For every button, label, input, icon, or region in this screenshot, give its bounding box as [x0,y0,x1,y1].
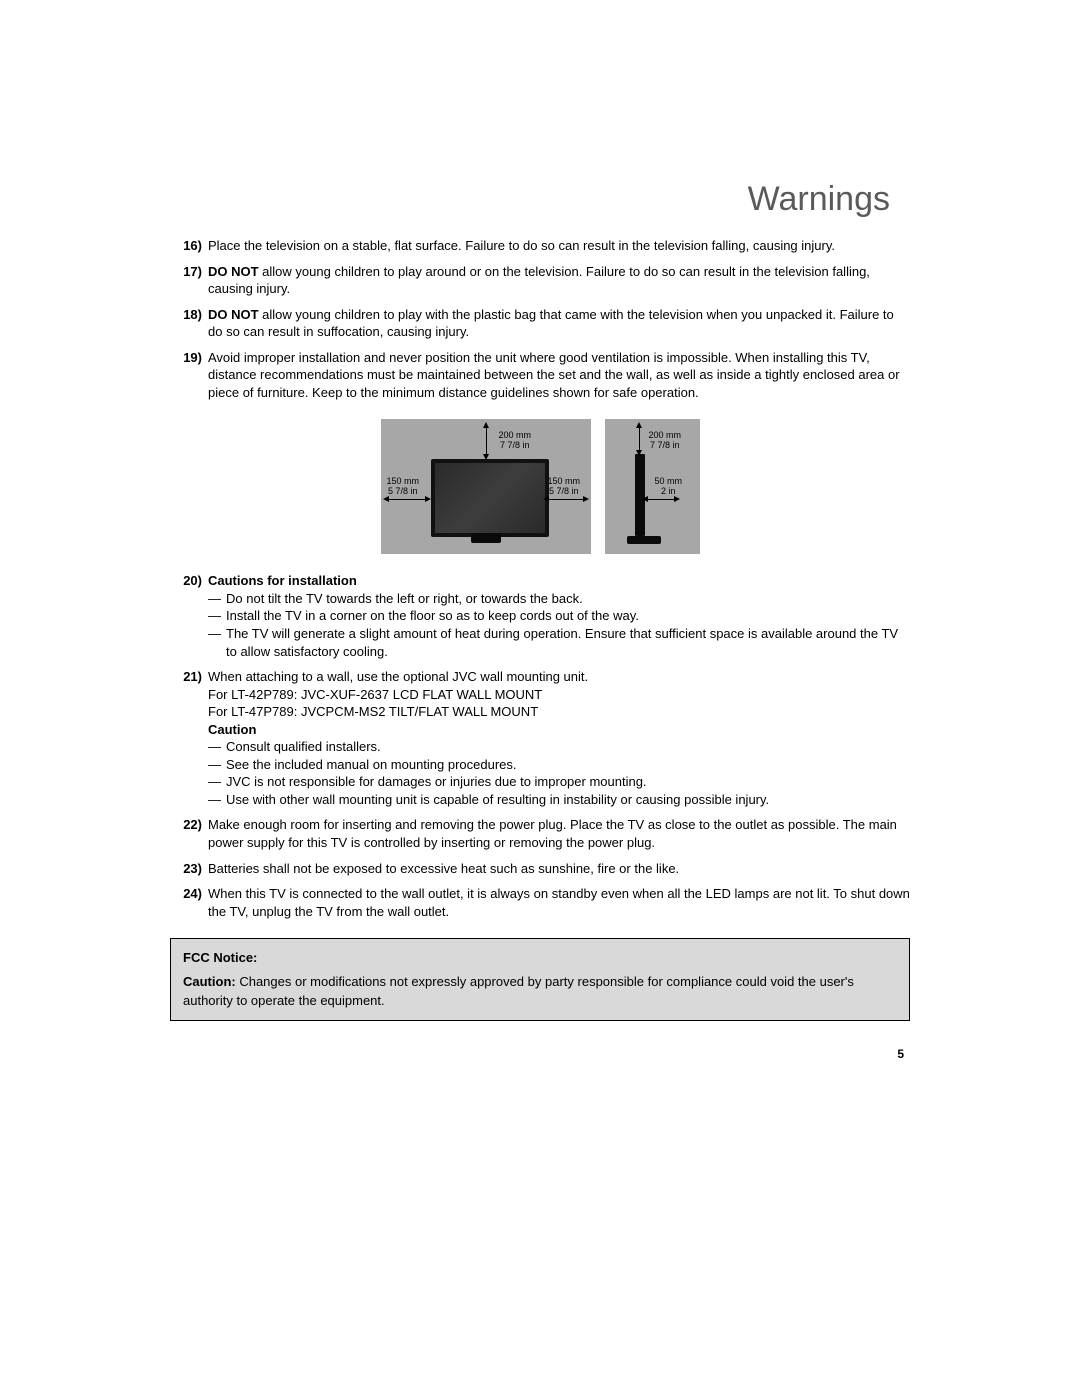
dash-icon: — [208,773,226,791]
dim-in: 5 7/8 in [549,486,579,496]
warning-item-19: 19) Avoid improper installation and neve… [170,349,910,402]
arrow-icon [388,499,426,500]
bullet-text: Install the TV in a corner on the floor … [226,607,910,625]
bullet: —The TV will generate a slight amount of… [208,625,910,660]
tv-stand-icon [471,533,501,543]
page-number: 5 [170,1047,910,1061]
item-body: Cautions for installation —Do not tilt t… [208,572,910,660]
bullet: —Use with other wall mounting unit is ca… [208,791,910,809]
dim-in: 7 7/8 in [500,440,530,450]
warning-item-23: 23) Batteries shall not be exposed to ex… [170,860,910,878]
item-number: 18) [170,306,208,341]
item-body: Avoid improper installation and never po… [208,349,910,402]
bullet-text: JVC is not responsible for damages or in… [226,773,910,791]
item-number: 20) [170,572,208,660]
dim-label: 50 mm 2 in [655,477,683,497]
dim-mm: 200 mm [499,430,532,440]
dim-mm: 150 mm [548,476,581,486]
item-body: Batteries shall not be exposed to excess… [208,860,910,878]
clearance-diagram: 200 mm 7 7/8 in 150 mm 5 7/8 in 150 mm 5… [170,419,910,554]
dash-icon: — [208,791,226,809]
item-line: For LT-42P789: JVC-XUF-2637 LCD FLAT WAL… [208,686,910,704]
bullet: —Install the TV in a corner on the floor… [208,607,910,625]
cautions-heading: Cautions for installation [208,572,910,590]
item-number: 16) [170,237,208,255]
item-number: 19) [170,349,208,402]
item-number: 23) [170,860,208,878]
dim-mm: 150 mm [387,476,420,486]
item-body: When attaching to a wall, use the option… [208,668,910,808]
bullet: —Consult qualified installers. [208,738,910,756]
caution-subhead: Caution [208,721,910,739]
dim-in: 5 7/8 in [388,486,418,496]
dim-label: 150 mm 5 7/8 in [548,477,581,497]
dim-label: 200 mm 7 7/8 in [649,431,682,451]
dash-icon: — [208,738,226,756]
do-not-lead: DO NOT [208,307,259,322]
fcc-notice-box: FCC Notice: Caution: Changes or modifica… [170,938,910,1021]
item-text: allow young children to play with the pl… [208,307,894,340]
bullet-text: Use with other wall mounting unit is cap… [226,791,910,809]
warning-item-21: 21) When attaching to a wall, use the op… [170,668,910,808]
tv-screen-icon [431,459,549,537]
item-line: For LT-47P789: JVCPCM-MS2 TILT/FLAT WALL… [208,703,910,721]
bullet: —JVC is not responsible for damages or i… [208,773,910,791]
item-number: 17) [170,263,208,298]
item-number: 21) [170,668,208,808]
bullet: —See the included manual on mounting pro… [208,756,910,774]
dash-icon: — [208,590,226,608]
do-not-lead: DO NOT [208,264,259,279]
item-line: When attaching to a wall, use the option… [208,668,910,686]
dim-label: 200 mm 7 7/8 in [499,431,532,451]
item-body: DO NOT allow young children to play arou… [208,263,910,298]
page: Warnings 16) Place the television on a s… [170,0,910,1061]
item-body: When this TV is connected to the wall ou… [208,885,910,920]
fcc-text: Changes or modifications not expressly a… [183,974,854,1007]
tv-front-view: 200 mm 7 7/8 in 150 mm 5 7/8 in 150 mm 5… [381,419,591,554]
page-title: Warnings [170,180,910,219]
item-body: Make enough room for inserting and remov… [208,816,910,851]
warning-item-24: 24) When this TV is connected to the wal… [170,885,910,920]
dash-icon: — [208,756,226,774]
fcc-body: Caution: Changes or modifications not ex… [183,973,897,1009]
dim-mm: 200 mm [649,430,682,440]
item-text: allow young children to play around or o… [208,264,870,297]
arrow-icon [486,427,487,455]
bullet-text: See the included manual on mounting proc… [226,756,910,774]
item-body: DO NOT allow young children to play with… [208,306,910,341]
warning-item-22: 22) Make enough room for inserting and r… [170,816,910,851]
caution-label: Caution: [183,974,236,989]
bullet: —Do not tilt the TV towards the left or … [208,590,910,608]
tv-base-icon [627,536,661,544]
warning-item-16: 16) Place the television on a stable, fl… [170,237,910,255]
item-number: 22) [170,816,208,851]
arrow-icon [647,499,675,500]
item-number: 24) [170,885,208,920]
bullet-text: Do not tilt the TV towards the left or r… [226,590,910,608]
tv-side-view: 200 mm 7 7/8 in 50 mm 2 in [605,419,700,554]
dim-in: 7 7/8 in [650,440,680,450]
warning-item-18: 18) DO NOT allow young children to play … [170,306,910,341]
dim-label: 150 mm 5 7/8 in [387,477,420,497]
bullet-text: The TV will generate a slight amount of … [226,625,910,660]
dash-icon: — [208,607,226,625]
item-body: Place the television on a stable, flat s… [208,237,910,255]
dim-mm: 50 mm [655,476,683,486]
fcc-heading: FCC Notice: [183,949,897,967]
warning-item-20: 20) Cautions for installation —Do not ti… [170,572,910,660]
arrow-icon [548,499,584,500]
dash-icon: — [208,625,226,660]
arrow-icon [639,427,640,451]
warning-item-17: 17) DO NOT allow young children to play … [170,263,910,298]
bullet-text: Consult qualified installers. [226,738,910,756]
dim-in: 2 in [661,486,676,496]
tv-side-icon [635,454,645,536]
